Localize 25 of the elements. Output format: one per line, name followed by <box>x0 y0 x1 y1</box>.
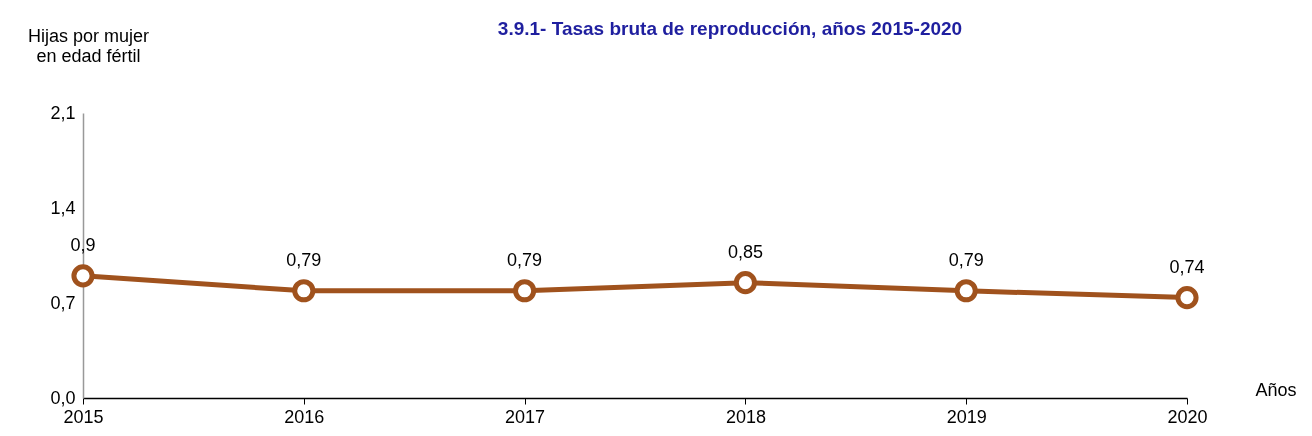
x-tick-label: 2020 <box>1167 406 1208 427</box>
x-tick-label: 2019 <box>946 406 987 427</box>
x-axis-title: Años <box>1255 379 1297 400</box>
y-tick-label: 0,7 <box>50 292 76 313</box>
x-tick-label: 2016 <box>284 406 325 427</box>
point <box>1175 286 1199 310</box>
point <box>954 279 978 303</box>
point <box>292 279 316 303</box>
y-tick-label: 1,4 <box>50 197 76 218</box>
data-label: 0,79 <box>507 249 543 270</box>
data-label: 0,79 <box>286 249 322 270</box>
point <box>71 264 95 288</box>
y-axis-title: Hijas por mujer en edad fértil <box>27 25 150 66</box>
point <box>513 279 537 303</box>
data-label: 0,74 <box>1169 256 1205 277</box>
x-tick-label: 2017 <box>505 406 546 427</box>
x-tick-label: 2015 <box>63 406 104 427</box>
data-label: 0,79 <box>948 249 984 270</box>
x-tick-label: 2018 <box>725 406 766 427</box>
y-tick-label: 2,1 <box>50 102 76 123</box>
chart-title: 3.9.1- Tasas bruta de reproducción, años 2015-2020 <box>497 18 963 39</box>
data-label: 0,9 <box>70 234 96 255</box>
y-tick-label: 0,0 <box>50 387 76 408</box>
point <box>733 271 757 295</box>
data-label: 0,85 <box>727 241 763 262</box>
